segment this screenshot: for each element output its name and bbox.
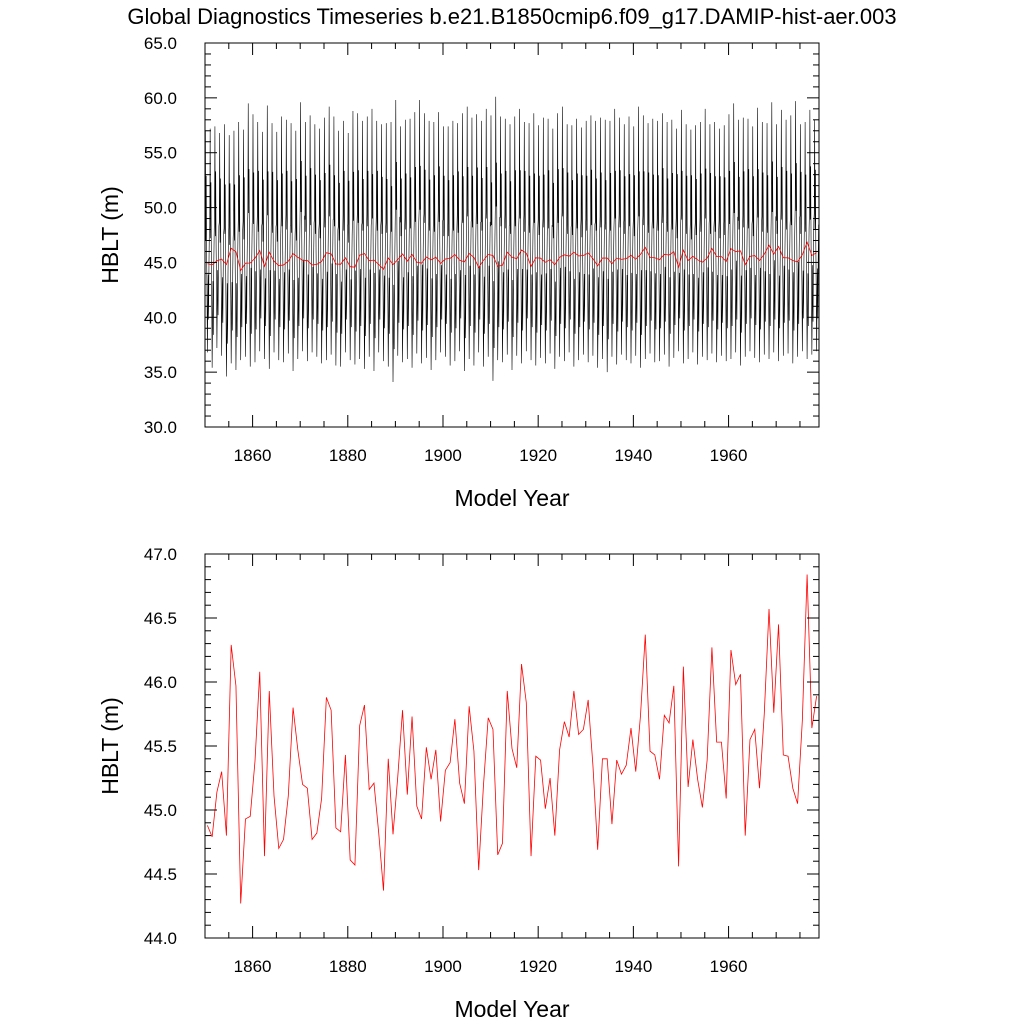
top-x-tick-label: 1940 [614, 446, 652, 465]
bottom-y-tick-label: 46.0 [144, 673, 177, 692]
top-y-tick-label: 50.0 [144, 199, 177, 218]
top-x-tick-label: 1960 [710, 446, 748, 465]
bottom-y-tick-label: 46.5 [144, 609, 177, 628]
figure-title: Global Diagnostics Timeseries b.e21.B185… [127, 4, 896, 29]
bottom-x-tick-label: 1920 [519, 957, 557, 976]
top-y-tick-label: 35.0 [144, 363, 177, 382]
bottom-x-tick-label: 1940 [614, 957, 652, 976]
bottom-y-tick-label: 45.5 [144, 737, 177, 756]
bottom-x-tick-label: 1900 [424, 957, 462, 976]
bottom-y-tick-label: 47.0 [144, 545, 177, 564]
top-chart-panel: 1860 1880 1900 1920 1940 1960 30.0 35.0 40.0 45.0… [97, 34, 820, 511]
top-y-tick-label: 60.0 [144, 89, 177, 108]
bottom-y-tick-label: 45.0 [144, 801, 177, 820]
top-y-tick-label: 45.0 [144, 253, 177, 272]
bottom-x-tick-label: 1860 [234, 957, 272, 976]
bottom-y-tick-label: 44.0 [144, 929, 177, 948]
bottom-x-tick-label: 1880 [329, 957, 367, 976]
bottom-series-annual-line [207, 574, 818, 904]
top-x-tick-label: 1900 [424, 446, 462, 465]
bottom-chart-panel: 1860 1880 1900 1920 1940 1960 44.0 44.5 45.0 45.5… [97, 545, 820, 1022]
bottom-y-axis-label: HBLT (m) [97, 697, 123, 795]
top-series-monthly-line [204, 96, 819, 383]
top-y-axis-label: HBLT (m) [97, 186, 123, 284]
top-y-tick-label: 55.0 [144, 144, 177, 163]
top-y-tick-label: 30.0 [144, 418, 177, 437]
top-x-axis-label: Model Year [454, 485, 569, 511]
top-plot-frame [204, 42, 820, 428]
top-series-annual-line [207, 241, 817, 272]
bottom-y-tick-label: 44.5 [144, 865, 177, 884]
bottom-x-tick-label: 1960 [710, 957, 748, 976]
bottom-x-axis-label: Model Year [454, 996, 569, 1022]
top-x-tick-label: 1880 [329, 446, 367, 465]
top-y-tick-label: 65.0 [144, 34, 177, 53]
top-x-tick-label: 1860 [234, 446, 272, 465]
top-y-tick-label: 40.0 [144, 308, 177, 327]
top-x-tick-label: 1920 [519, 446, 557, 465]
